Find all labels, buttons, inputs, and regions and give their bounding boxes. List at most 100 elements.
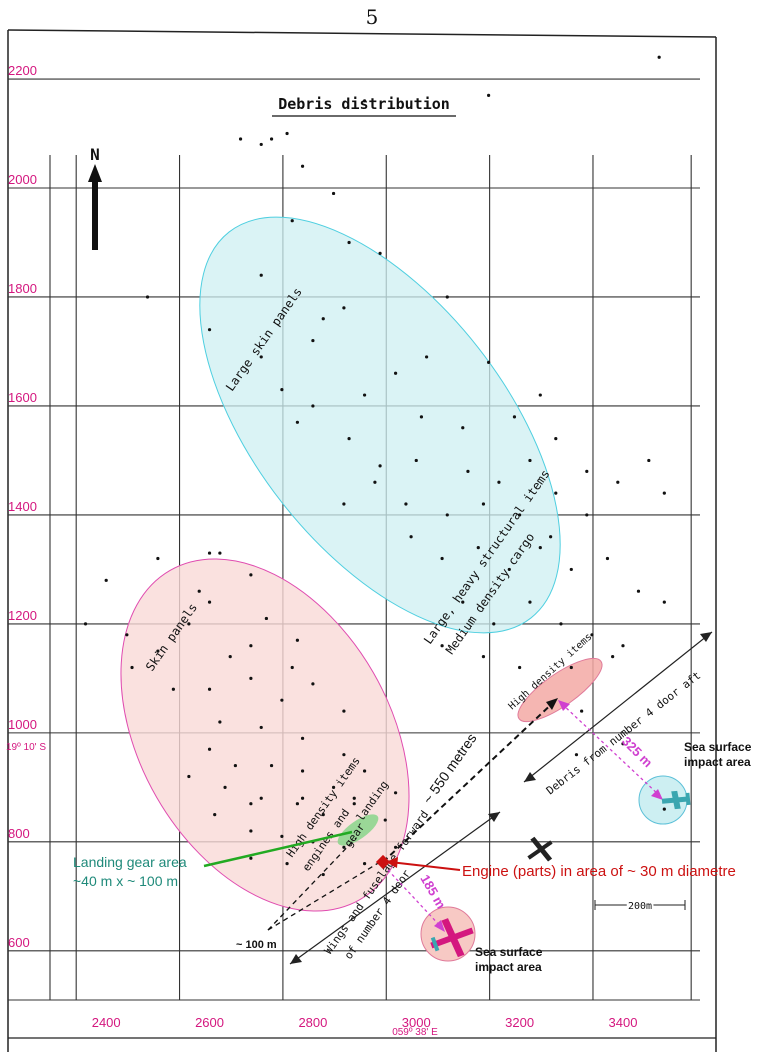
debris-point-111 xyxy=(249,856,253,860)
debris-point-7 xyxy=(300,164,305,168)
debris-point-10 xyxy=(347,240,351,245)
y-tick-800: 800 xyxy=(8,826,30,841)
label-325-m: 325 m xyxy=(619,734,656,771)
debris-point-71 xyxy=(104,578,108,582)
measure-325-arrowhead-bottom xyxy=(651,789,663,800)
debris-point-34 xyxy=(466,469,470,473)
debris-point-85 xyxy=(280,698,284,702)
debris-point-9 xyxy=(290,219,294,223)
debris-point-1 xyxy=(259,142,263,147)
debris-point-49 xyxy=(409,535,413,539)
debris-point-38 xyxy=(342,502,346,506)
debris-point-19 xyxy=(259,355,263,359)
longitude-label: 059º 38' E xyxy=(392,1027,438,1038)
door4-debris-arrow xyxy=(523,631,713,783)
x-tick-2800: 2800 xyxy=(298,1015,327,1030)
debris-point-122 xyxy=(300,796,305,800)
debris-point-3 xyxy=(285,131,289,136)
region-landing-gear xyxy=(337,814,379,846)
debris-point-89 xyxy=(259,725,263,730)
debris-point-14 xyxy=(145,295,150,299)
debris-point-82 xyxy=(171,687,175,691)
measure-325 xyxy=(561,703,661,797)
debris-point-124 xyxy=(249,802,253,806)
debris-point-50 xyxy=(440,556,444,561)
debris-point-61 xyxy=(559,622,563,626)
debris-point-113 xyxy=(321,872,325,877)
north-label: N xyxy=(90,145,100,164)
debris-point-27 xyxy=(461,426,465,430)
debris-point-102 xyxy=(295,802,300,806)
measure-100-a xyxy=(267,837,357,931)
debris-point-59 xyxy=(492,622,496,626)
debris-point-54 xyxy=(569,567,573,572)
chart-title: Debris distribution xyxy=(278,95,450,113)
debris-point-48 xyxy=(662,491,666,495)
label-impact-right-2: impact area xyxy=(684,755,751,769)
debris-point-88 xyxy=(218,720,222,724)
debris-point-127 xyxy=(621,742,625,746)
debris-point-24 xyxy=(424,355,429,359)
x-tick-2400: 2400 xyxy=(92,1015,121,1030)
debris-point-44 xyxy=(554,491,558,495)
debris-point-21 xyxy=(311,404,315,408)
frame-top xyxy=(7,29,717,38)
engine-marker xyxy=(375,854,391,870)
debris-point-13 xyxy=(207,328,212,332)
debris-point-97 xyxy=(362,769,367,773)
debris-point-73 xyxy=(125,633,129,637)
debris-point-76 xyxy=(207,600,212,604)
debris-point-119 xyxy=(290,665,294,670)
debris-point-42 xyxy=(481,502,486,506)
debris-point-56 xyxy=(636,589,641,593)
y-tick-1200: 1200 xyxy=(8,608,37,623)
debris-point-95 xyxy=(300,769,305,773)
x-tick-2600: 2600 xyxy=(195,1015,224,1030)
debris-point-92 xyxy=(207,747,212,751)
debris-point-23 xyxy=(393,371,398,375)
debris-point-2 xyxy=(269,137,274,141)
aircraft-impact-right-icon xyxy=(661,790,691,810)
debris-point-90 xyxy=(300,736,305,740)
debris-point-67 xyxy=(569,665,573,670)
debris-point-25 xyxy=(487,360,491,364)
debris-point-58 xyxy=(461,600,465,604)
debris-point-31 xyxy=(347,437,351,441)
region-high-density-upper xyxy=(517,657,603,723)
y-tick-1400: 1400 xyxy=(8,499,37,514)
debris-point-8 xyxy=(331,191,336,196)
debris-point-36 xyxy=(528,458,532,463)
debris-point-120 xyxy=(207,551,212,555)
aircraft-symbol-icon xyxy=(527,836,553,862)
debris-point-110 xyxy=(342,845,346,849)
debris-point-117 xyxy=(228,654,232,659)
debris-point-40 xyxy=(404,502,408,506)
debris-point-0 xyxy=(238,137,243,141)
debris-point-26 xyxy=(419,415,424,419)
debris-point-33 xyxy=(414,458,418,463)
debris-point-115 xyxy=(393,845,398,849)
debris-point-81 xyxy=(130,665,134,670)
label-impact-bottom-2: impact area xyxy=(475,960,542,974)
label-landing-gear-2: ~40 m x ~ 100 m xyxy=(73,873,178,889)
debris-point-28 xyxy=(512,415,517,419)
engine-arrowhead xyxy=(386,857,398,868)
debris-point-72 xyxy=(83,622,88,626)
y-tick-2000: 2000 xyxy=(8,172,37,187)
measure-185 xyxy=(387,869,443,929)
engine-pointer xyxy=(389,861,461,871)
label-impact-right-1: Sea surface xyxy=(684,740,752,754)
debris-point-60 xyxy=(528,600,532,604)
label-550-metres: ~ 550 metres xyxy=(419,730,479,806)
landing-gear-pointer xyxy=(203,830,353,868)
x-tick-3200: 3200 xyxy=(505,1015,534,1030)
debris-point-98 xyxy=(393,791,398,795)
label-100-m: ~ 100 m xyxy=(236,939,277,951)
debris-point-128 xyxy=(574,753,579,757)
debris-point-57 xyxy=(662,600,666,604)
debris-point-93 xyxy=(233,763,237,768)
debris-point-83 xyxy=(207,687,212,691)
wings-arrowhead-bottom xyxy=(290,954,302,964)
debris-point-69 xyxy=(549,535,553,539)
